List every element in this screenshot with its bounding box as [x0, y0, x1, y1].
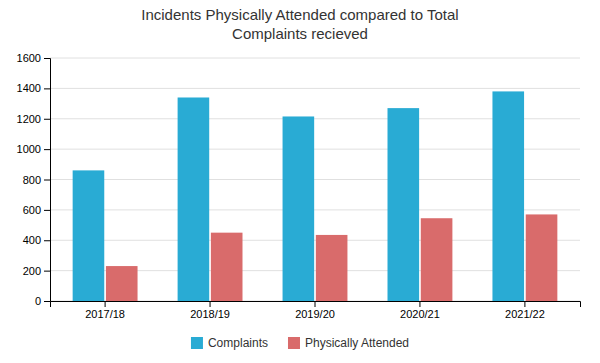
bar: [73, 170, 105, 301]
grid-line: [50, 58, 580, 59]
bar: [211, 233, 243, 301]
y-tick-label: 600: [23, 204, 41, 216]
x-tick-mark: [210, 301, 211, 307]
bar: [178, 97, 210, 301]
grid-line: [50, 88, 580, 89]
y-tick: 1400: [17, 82, 50, 94]
y-tick-mark: [44, 210, 50, 211]
bar: [106, 266, 138, 301]
bar: [283, 116, 315, 301]
bar: [421, 218, 453, 301]
x-tick: 2020/21: [400, 301, 440, 320]
x-tick-mark: [524, 301, 525, 307]
y-tick: 200: [23, 265, 50, 277]
x-tick-mark: [419, 301, 420, 307]
y-tick-label: 0: [35, 295, 41, 307]
legend-item: Physically Attended: [288, 336, 409, 350]
y-tick-mark: [44, 271, 50, 272]
y-tick-label: 200: [23, 265, 41, 277]
x-tick: 2018/19: [190, 301, 230, 320]
y-axis: 0 200 400 600 800 1000 1200 1400 1600: [17, 52, 51, 307]
bar: [388, 108, 420, 301]
y-tick-mark: [44, 180, 50, 181]
y-tick: 1000: [17, 143, 50, 155]
bars: [73, 91, 558, 301]
x-tick: 2021/22: [505, 301, 545, 320]
x-tick: 2019/20: [295, 301, 335, 320]
x-tick-label: 2019/20: [295, 308, 335, 320]
y-tick-label: 400: [23, 234, 41, 246]
y-tick: 800: [23, 174, 50, 186]
y-tick-label: 1200: [17, 113, 41, 125]
y-tick-mark: [44, 58, 50, 59]
legend: Complaints Physically Attended: [191, 336, 409, 350]
y-tick: 1200: [17, 113, 50, 125]
y-tick-label: 1000: [17, 143, 41, 155]
y-tick: 400: [23, 234, 50, 246]
y-tick-label: 1600: [17, 52, 41, 64]
title-line: Complaints recieved: [232, 25, 368, 42]
y-tick: 1600: [17, 52, 50, 64]
y-tick-mark: [44, 149, 50, 150]
x-tick-mark: [105, 301, 106, 307]
x-axis: 2017/18 2018/19 2019/20 2020/21 2021/22: [51, 301, 581, 320]
title: Incidents Physically Attended compared t…: [141, 6, 458, 42]
grid: [50, 58, 580, 301]
x-tick-label: 2017/18: [85, 308, 125, 320]
title-line: Incidents Physically Attended compared t…: [141, 6, 458, 23]
y-tick-label: 800: [23, 174, 41, 186]
x-tick-mark: [315, 301, 316, 307]
chart-container: Incidents Physically Attended compared t…: [0, 0, 600, 363]
y-tick-label: 1400: [17, 82, 41, 94]
legend-swatch: [191, 337, 203, 349]
legend-item: Complaints: [191, 336, 268, 350]
x-tick: 2017/18: [85, 301, 125, 320]
x-tick-label: 2021/22: [505, 308, 545, 320]
y-tick-mark: [44, 301, 50, 302]
y-tick: 0: [35, 295, 50, 307]
chart-svg: Incidents Physically Attended compared t…: [0, 0, 600, 363]
legend-swatch: [288, 337, 300, 349]
x-tick-label: 2018/19: [190, 308, 230, 320]
bar: [492, 91, 524, 301]
x-tick-label: 2020/21: [400, 308, 440, 320]
y-axis-line: [44, 59, 51, 302]
bar: [316, 235, 348, 301]
legend-label: Complaints: [208, 336, 268, 350]
y-tick-mark: [44, 119, 50, 120]
plot: 0 200 400 600 800 1000 1200 1400 1600 2017/18 2018…: [17, 52, 581, 320]
y-tick-mark: [44, 88, 50, 89]
y-tick: 600: [23, 204, 50, 216]
y-tick-mark: [44, 240, 50, 241]
bar: [526, 214, 558, 301]
x-axis-line: [51, 302, 581, 308]
legend-label: Physically Attended: [305, 336, 409, 350]
